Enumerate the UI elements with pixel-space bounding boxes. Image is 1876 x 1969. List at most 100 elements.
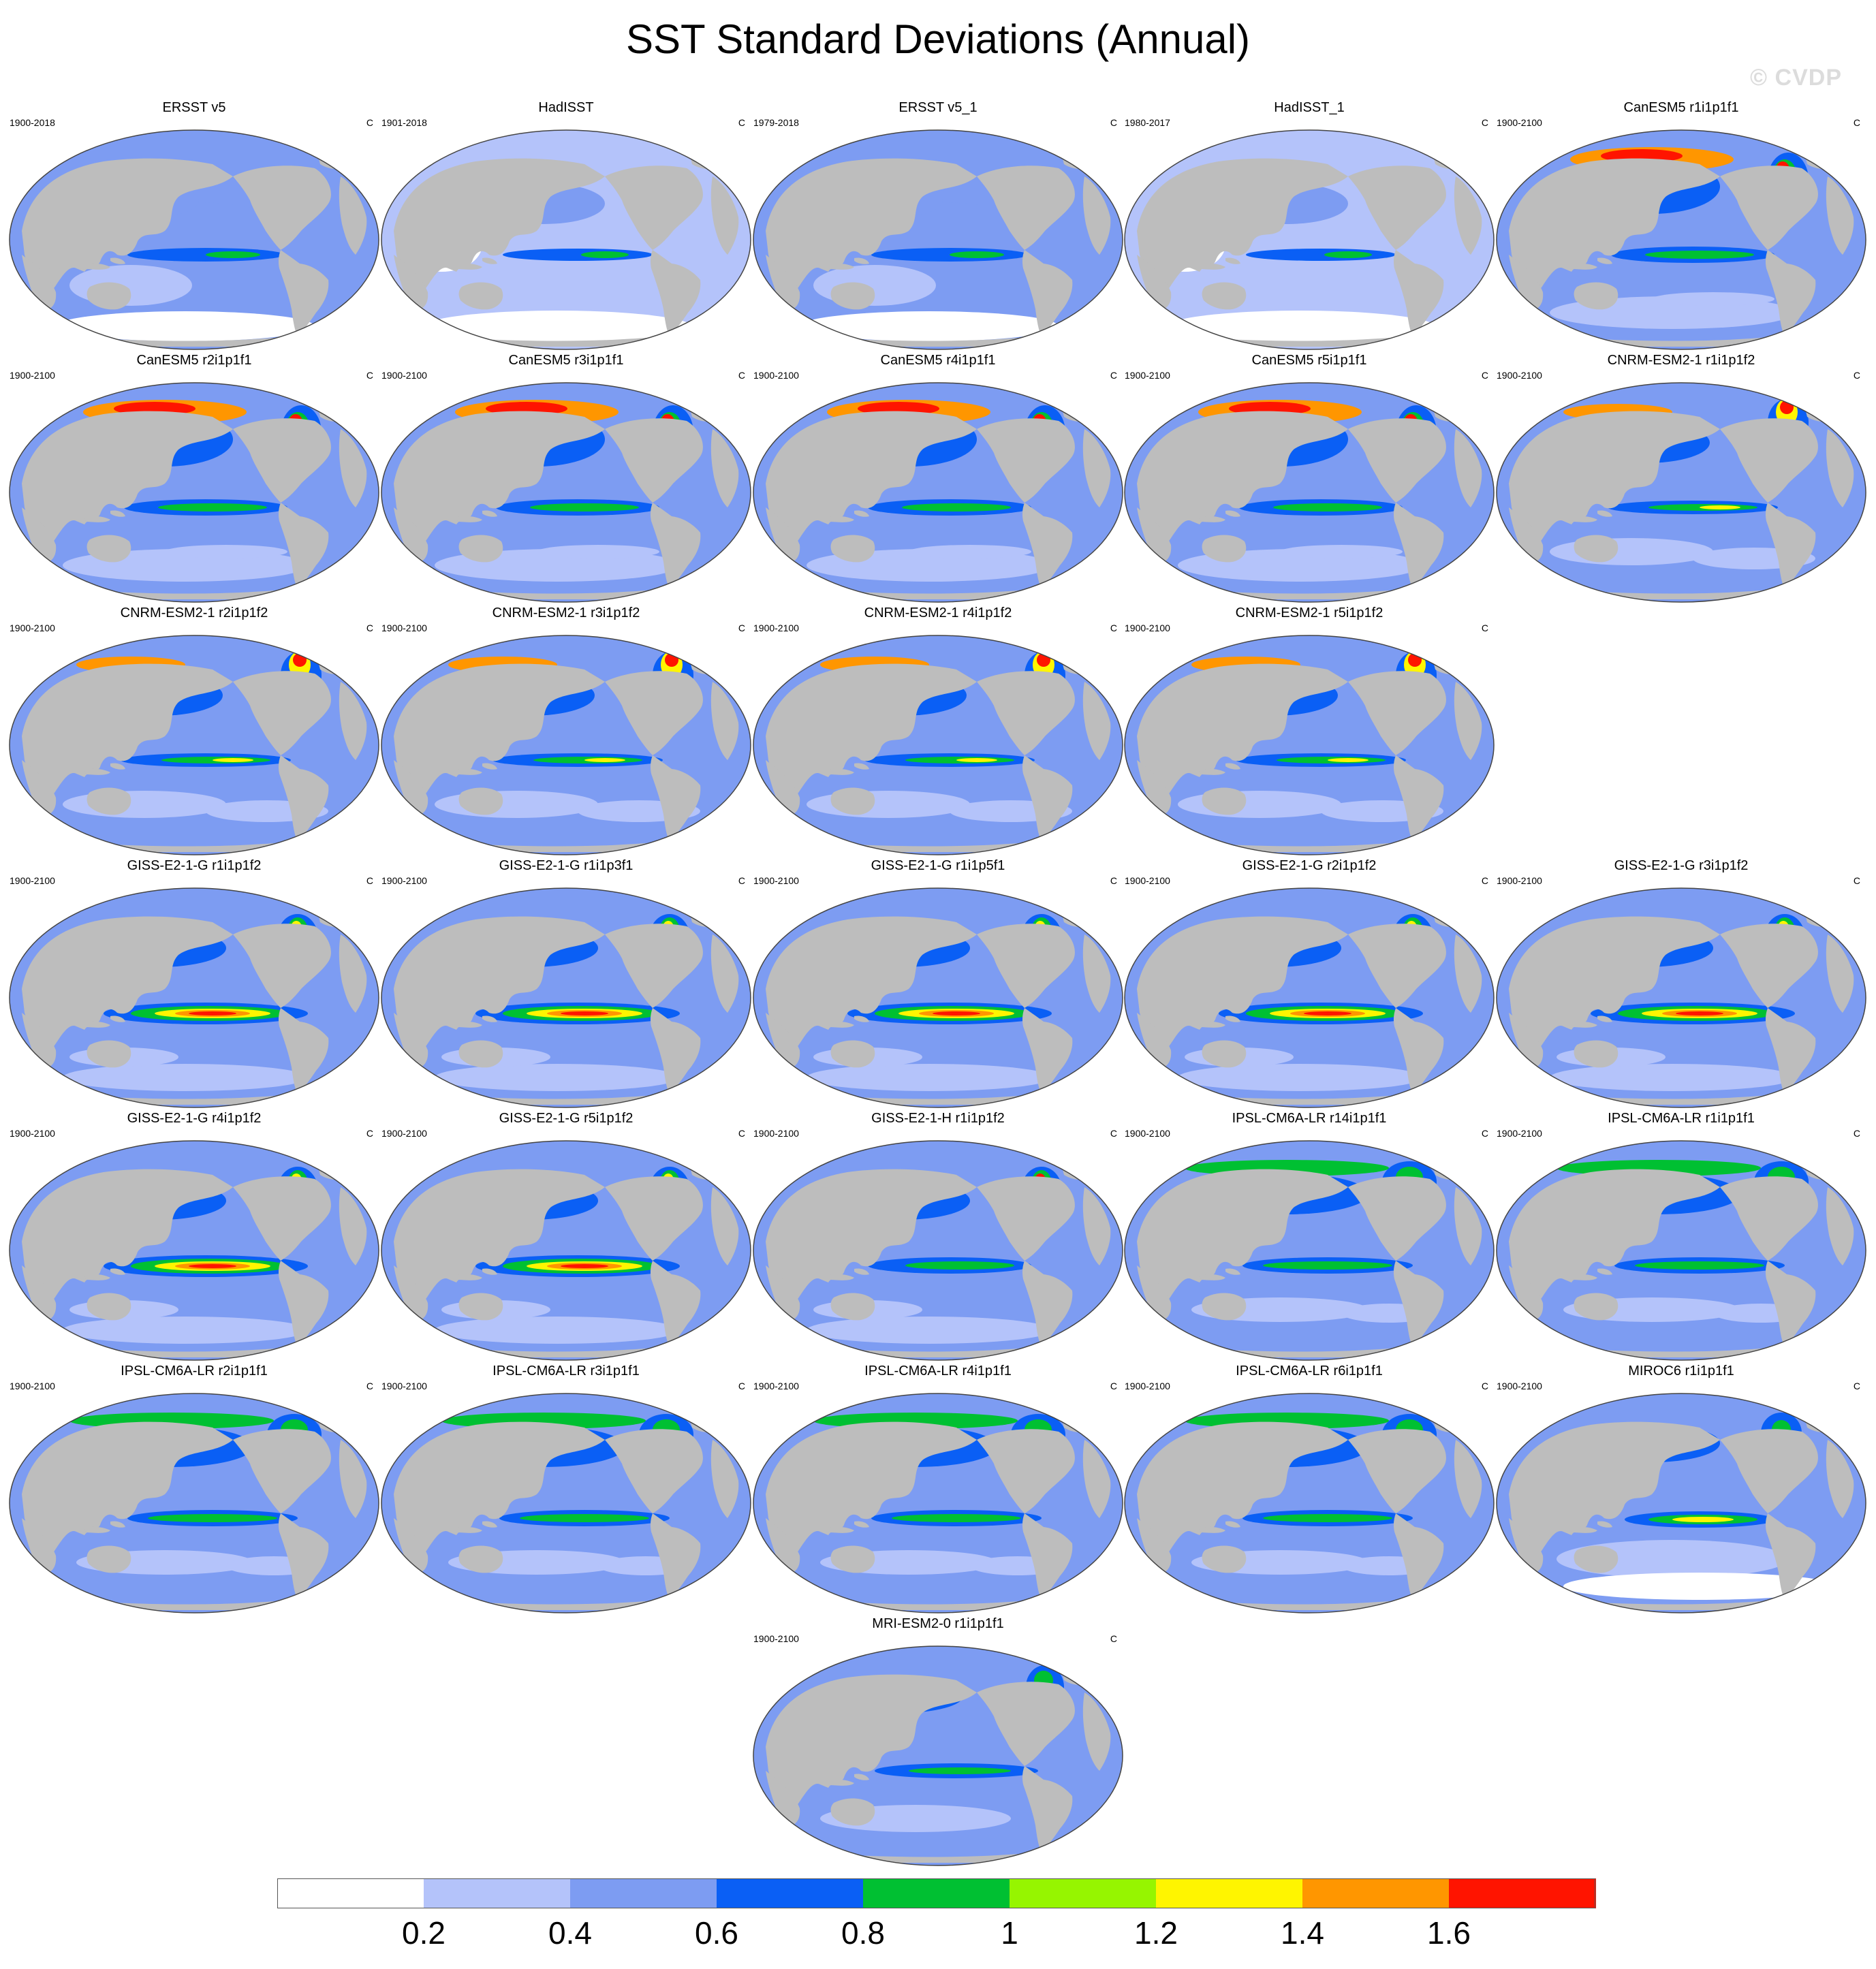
panel-title: GISS-E2-1-G r4i1p1f2 xyxy=(127,1111,262,1126)
panel-period: 1900-2100 xyxy=(381,1381,427,1391)
colorbar-tick-label: 0.8 xyxy=(841,1915,885,1951)
panel-title: GISS-E2-1-G r1i1p5f1 xyxy=(871,858,1005,873)
panel-title: MRI-ESM2-0 r1i1p1f1 xyxy=(872,1616,1004,1631)
panel-period: 1900-2100 xyxy=(1497,875,1542,886)
panel-title: CanESM5 r1i1p1f1 xyxy=(1623,100,1739,115)
colorbar-frame xyxy=(277,1878,1595,1908)
map-panel: IPSL-CM6A-LR r4i1p1f1 1900-2100 C xyxy=(752,1362,1124,1614)
panel-title: IPSL-CM6A-LR r3i1p1f1 xyxy=(493,1364,640,1379)
panel-period: 1900-2100 xyxy=(1125,1128,1170,1139)
panel-title: ERSST v5 xyxy=(162,100,226,115)
panel-title: CNRM-ESM2-1 r3i1p1f2 xyxy=(492,605,640,620)
sst-stddev-map xyxy=(1495,887,1867,1109)
colorbar-tick-label: 0.6 xyxy=(695,1915,738,1951)
panel-units: C xyxy=(1110,1128,1117,1139)
sst-stddev-map xyxy=(380,129,752,351)
panel-units: C xyxy=(1481,1128,1488,1139)
panel-units: C xyxy=(1110,117,1117,128)
map-panel: CNRM-ESM2-1 r5i1p1f2 1900-2100 C xyxy=(1123,604,1495,856)
colorbar-cell xyxy=(1156,1878,1303,1908)
map-panel: CanESM5 r1i1p1f1 1900-2100 C xyxy=(1495,99,1867,351)
sst-stddev-map xyxy=(1123,634,1495,856)
panel-title: CNRM-ESM2-1 r1i1p1f2 xyxy=(1607,353,1755,368)
panel-title: GISS-E2-1-G r2i1p1f2 xyxy=(1242,858,1377,873)
sst-stddev-map xyxy=(752,129,1124,351)
panel-units: C xyxy=(1481,370,1488,381)
sst-stddev-map xyxy=(1123,381,1495,603)
map-panel: CNRM-ESM2-1 r3i1p1f2 1900-2100 C xyxy=(380,604,752,856)
colorbar-cell xyxy=(570,1878,717,1908)
map-panel: IPSL-CM6A-LR r6i1p1f1 1900-2100 C xyxy=(1123,1362,1495,1614)
panel-period: 1900-2100 xyxy=(1497,117,1542,128)
panel-units: C xyxy=(1110,875,1117,886)
colorbar-cell xyxy=(1449,1878,1596,1908)
sst-stddev-map xyxy=(1495,1139,1867,1361)
panel-units: C xyxy=(1110,1633,1117,1644)
panel-units: C xyxy=(366,1128,373,1139)
panel-period: 1901-2018 xyxy=(381,117,427,128)
panel-period: 1900-2100 xyxy=(381,1128,427,1139)
page-title: SST Standard Deviations (Annual) xyxy=(625,16,1251,62)
panel-title: HadISST_1 xyxy=(1274,100,1345,115)
panel-title: GISS-E2-1-G r5i1p1f2 xyxy=(499,1111,634,1126)
map-panel: GISS-E2-1-G r4i1p1f2 1900-2100 C xyxy=(8,1109,380,1361)
colorbar xyxy=(277,1878,1596,1908)
colorbar-tick-label: 0.4 xyxy=(548,1915,592,1951)
map-panel: HadISST 1901-2018 C xyxy=(380,99,752,351)
panel-period: 1900-2100 xyxy=(753,875,799,886)
panel-period: 1900-2100 xyxy=(10,623,55,633)
panel-title: GISS-E2-1-G r1i1p3f1 xyxy=(499,858,634,873)
map-panel: IPSL-CM6A-LR r1i1p1f1 1900-2100 C xyxy=(1495,1109,1867,1361)
map-panel: GISS-E2-1-G r1i1p3f1 1900-2100 C xyxy=(380,857,752,1109)
panel-units: C xyxy=(1110,370,1117,381)
panel-title: CNRM-ESM2-1 r4i1p1f2 xyxy=(864,605,1012,620)
sst-stddev-map xyxy=(1123,887,1495,1109)
panel-period: 1900-2100 xyxy=(753,1128,799,1139)
panel-title: IPSL-CM6A-LR r6i1p1f1 xyxy=(1236,1364,1383,1379)
map-panel: GISS-E2-1-G r1i1p5f1 1900-2100 C xyxy=(752,857,1124,1109)
sst-stddev-map xyxy=(1495,1392,1867,1614)
panel-units: C xyxy=(366,623,373,633)
map-panel: HadISST_1 1980-2017 C xyxy=(1123,99,1495,351)
map-panel: CNRM-ESM2-1 r2i1p1f2 1900-2100 C xyxy=(8,604,380,856)
panel-units: C xyxy=(1481,117,1488,128)
panel-units: C xyxy=(1853,370,1860,381)
panel-period: 1900-2100 xyxy=(1125,623,1170,633)
panel-title: IPSL-CM6A-LR r2i1p1f1 xyxy=(121,1364,268,1379)
map-panel: CNRM-ESM2-1 r4i1p1f2 1900-2100 C xyxy=(752,604,1124,856)
panel-units: C xyxy=(366,1381,373,1391)
panel-units: C xyxy=(738,370,745,381)
panel-period: 1900-2100 xyxy=(10,1381,55,1391)
map-panel: CanESM5 r4i1p1f1 1900-2100 C xyxy=(752,351,1124,603)
sst-stddev-map xyxy=(1495,129,1867,351)
panel-units: C xyxy=(1481,875,1488,886)
map-panel: GISS-E2-1-G r3i1p1f2 1900-2100 C xyxy=(1495,857,1867,1109)
colorbar-tick-label: 1.4 xyxy=(1281,1915,1324,1951)
panel-units: C xyxy=(366,370,373,381)
panel-period: 1900-2018 xyxy=(10,117,55,128)
colorbar-tick-label: 1.6 xyxy=(1427,1915,1471,1951)
panel-title: CNRM-ESM2-1 r5i1p1f2 xyxy=(1235,605,1383,620)
panel-title: GISS-E2-1-G r1i1p1f2 xyxy=(127,858,262,873)
panel-period: 1900-2100 xyxy=(381,370,427,381)
panel-units: C xyxy=(738,1128,745,1139)
map-panel: GISS-E2-1-H r1i1p1f2 1900-2100 C xyxy=(752,1109,1124,1361)
sst-stddev-map xyxy=(1123,1139,1495,1361)
panel-units: C xyxy=(738,1381,745,1391)
panel-title: IPSL-CM6A-LR r4i1p1f1 xyxy=(864,1364,1012,1379)
panel-title: MIROC6 r1i1p1f1 xyxy=(1628,1364,1734,1379)
panel-period: 1900-2100 xyxy=(10,370,55,381)
sst-stddev-map xyxy=(8,1139,380,1361)
panel-units: C xyxy=(1481,1381,1488,1391)
panel-period: 1900-2100 xyxy=(1125,370,1170,381)
map-panel: IPSL-CM6A-LR r3i1p1f1 1900-2100 C xyxy=(380,1362,752,1614)
colorbar-cell xyxy=(277,1878,424,1908)
sst-stddev-map xyxy=(8,887,380,1109)
panel-title: GISS-E2-1-H r1i1p1f2 xyxy=(871,1111,1005,1126)
colorbar-cell xyxy=(1010,1878,1157,1908)
panel-period: 1900-2100 xyxy=(753,370,799,381)
colorbar-tick-label: 1 xyxy=(1001,1915,1018,1951)
panel-units: C xyxy=(1110,1381,1117,1391)
colorbar-tick-label: 0.2 xyxy=(402,1915,445,1951)
sst-stddev-map xyxy=(1495,381,1867,603)
